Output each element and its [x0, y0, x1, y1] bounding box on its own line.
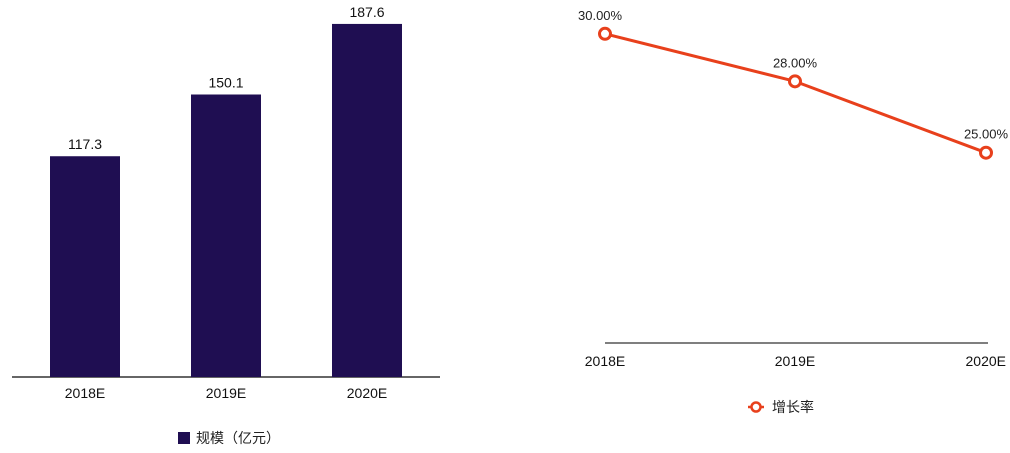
bar-tick-labels: 2018E 2019E 2020E	[65, 385, 387, 401]
bar-2020E	[332, 23, 402, 377]
bar-marks	[50, 23, 402, 378]
bar-tick-label: 2020E	[347, 385, 387, 401]
line-value-label: 25.00%	[964, 127, 1009, 142]
line-chart: 30.00% 28.00% 25.00% 2018E 2019E 2020E 增长率	[578, 8, 1008, 415]
line-point-2020E	[979, 145, 993, 160]
line-series-path	[604, 32, 987, 155]
bar-2018E	[50, 156, 120, 377]
bar-chart: 117.3 150.1 187.6 2018E 2019E 2020E 规模（亿元）	[12, 4, 440, 446]
line-point-2019E	[788, 74, 802, 89]
bar-legend: 规模（亿元）	[178, 430, 280, 446]
line-tick-label: 2020E	[966, 353, 1006, 369]
bar-legend-swatch	[178, 432, 190, 444]
line-point-2018E	[598, 26, 612, 41]
line-points	[598, 26, 993, 160]
line-tick-label: 2019E	[775, 353, 815, 369]
bar-value-labels: 117.3 150.1 187.6	[68, 4, 385, 152]
bar-2019E	[191, 94, 261, 378]
bar-value-label: 187.6	[349, 4, 384, 20]
bar-value-label: 150.1	[208, 75, 243, 91]
line-legend-swatch-marker	[750, 401, 762, 413]
line-value-label: 28.00%	[773, 55, 818, 70]
line-legend: 增长率	[748, 399, 814, 415]
line-tick-labels: 2018E 2019E 2020E	[585, 353, 1006, 369]
bar-tick-label: 2018E	[65, 385, 105, 401]
line-value-labels: 30.00% 28.00% 25.00%	[578, 8, 1008, 142]
bar-tick-label: 2019E	[206, 385, 246, 401]
bar-legend-label: 规模（亿元）	[196, 430, 280, 446]
line-legend-label: 增长率	[772, 399, 814, 415]
line-value-label: 30.00%	[578, 8, 623, 23]
bar-value-label: 117.3	[68, 136, 102, 152]
line-tick-label: 2018E	[585, 353, 625, 369]
